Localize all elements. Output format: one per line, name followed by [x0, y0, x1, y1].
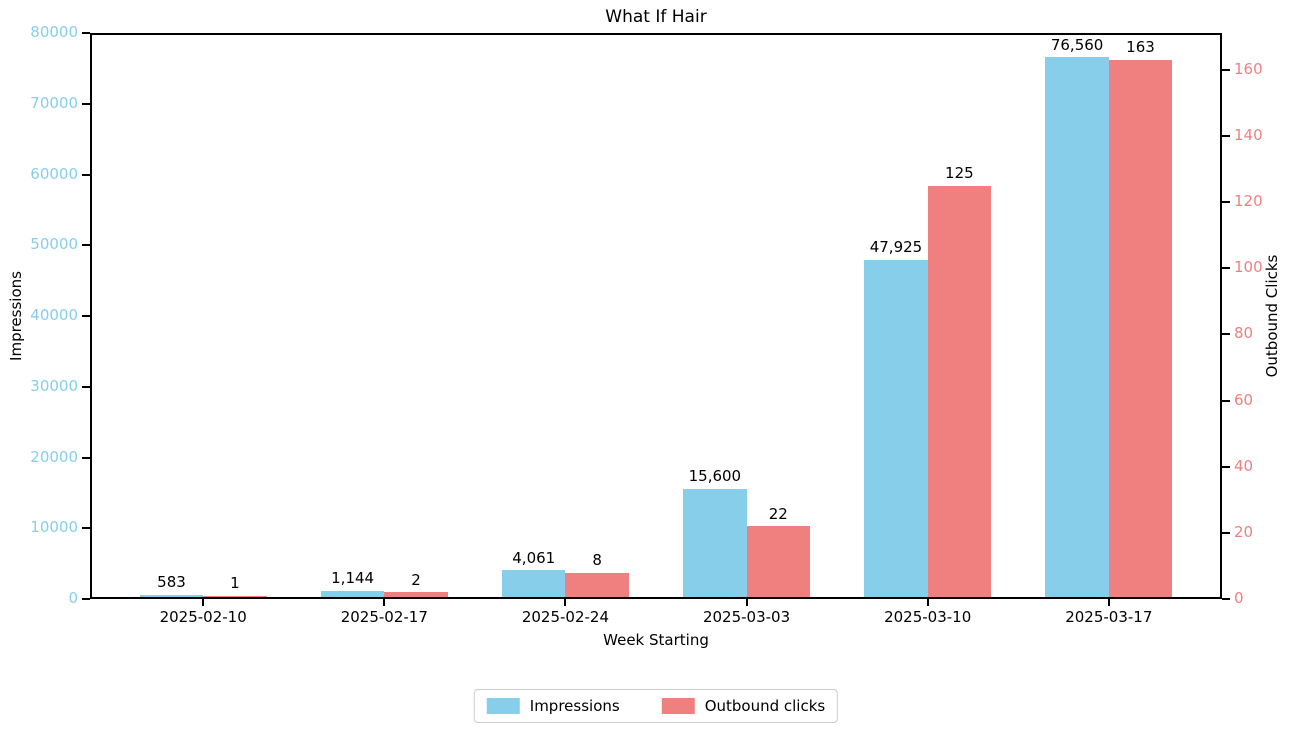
x-tick-label: 2025-03-03	[702, 608, 791, 626]
legend: Impressions Outbound clicks	[473, 689, 839, 723]
y-tick-label-left: 20000	[30, 447, 78, 466]
right-axis-title: Outbound Clicks	[1263, 254, 1281, 378]
y-tick-label-left: 60000	[30, 164, 78, 183]
y-tick-mark-left	[82, 527, 90, 530]
bar-value-label: 1,144	[331, 569, 375, 588]
x-tick-mark	[383, 599, 386, 606]
y-tick-label-left: 30000	[30, 376, 78, 395]
y-tick-mark-left	[82, 598, 90, 600]
y-tick-mark-left	[82, 385, 90, 388]
y-tick-mark-left	[82, 173, 90, 176]
bar-impressions	[502, 570, 566, 599]
y-tick-label-left: 0	[68, 589, 78, 607]
y-tick-mark-left	[82, 315, 90, 317]
y-tick-label-left: 40000	[30, 306, 78, 324]
legend-label: Outbound clicks	[704, 697, 826, 715]
bar-impressions	[1045, 57, 1109, 599]
bar-value-label: 76,560	[1050, 35, 1104, 54]
y-tick-label-right: 160	[1234, 59, 1263, 78]
y-tick-mark-right	[1222, 333, 1230, 336]
x-axis-title: Week Starting	[603, 631, 709, 649]
legend-swatch-outbound-clicks	[661, 698, 695, 714]
y-tick-label-right: 0	[1234, 589, 1244, 607]
chart-title: What If Hair	[605, 7, 707, 27]
y-tick-mark-left	[82, 456, 90, 459]
y-tick-label-right: 40	[1234, 456, 1254, 475]
x-tick-mark	[202, 599, 205, 606]
x-tick-mark	[1107, 599, 1110, 606]
x-tick-label: 2025-03-17	[1065, 608, 1153, 626]
x-tick-mark	[745, 599, 748, 606]
bar-outbound-clicks	[927, 185, 992, 599]
x-tick-label: 2025-03-10	[884, 608, 972, 626]
y-tick-mark-left	[82, 32, 90, 34]
bar-value-label: 125	[945, 164, 974, 183]
bar-impressions	[864, 259, 928, 599]
bar-outbound-clicks	[565, 572, 629, 599]
x-tick-label: 2025-02-17	[340, 608, 428, 626]
bar-value-label: 163	[1126, 38, 1155, 57]
y-tick-mark-right	[1222, 399, 1230, 402]
y-tick-mark-left	[82, 244, 90, 247]
y-tick-label-right: 80	[1234, 324, 1254, 343]
bar-value-label: 1	[230, 574, 240, 593]
y-tick-label-left: 80000	[30, 23, 78, 41]
y-tick-mark-right	[1222, 598, 1230, 600]
y-tick-label-right: 120	[1234, 192, 1263, 211]
bar-value-label: 4,061	[512, 548, 556, 567]
legend-item-outbound-clicks: Outbound clicks	[661, 697, 826, 715]
bar-outbound-clicks	[746, 526, 810, 599]
legend-label: Impressions	[529, 697, 620, 715]
y-tick-label-left: 70000	[30, 93, 78, 112]
bar-impressions	[683, 488, 747, 599]
y-tick-label-left: 10000	[30, 518, 78, 537]
y-tick-mark-right	[1222, 201, 1230, 204]
x-tick-label: 2025-02-10	[159, 608, 247, 626]
left-axis-title: Impressions	[7, 271, 25, 361]
legend-item-impressions: Impressions	[486, 697, 620, 715]
bar-value-label: 22	[768, 504, 788, 523]
plot-area: 583 1 1,144 2 4,061 8 15,600 22 47,925 125 76,560 1…	[30, 25, 1262, 626]
y-tick-label-right: 20	[1234, 522, 1254, 541]
legend-swatch-impressions	[486, 698, 520, 714]
y-tick-label-right: 60	[1234, 390, 1254, 409]
bar-outbound-clicks	[1108, 59, 1173, 599]
bar-value-label: 2	[411, 570, 421, 589]
bar-impressions	[139, 594, 204, 599]
bar-value-label: 8	[592, 551, 602, 570]
bar-value-label: 47,925	[869, 238, 923, 257]
y-tick-mark-right	[1222, 68, 1230, 71]
bar-outbound-clicks	[384, 592, 448, 599]
bar-value-label: 583	[157, 573, 186, 592]
bar-value-label: 15,600	[688, 467, 742, 486]
y-tick-mark-right	[1222, 135, 1230, 137]
bar-impressions	[320, 590, 385, 599]
y-tick-mark-right	[1222, 465, 1230, 468]
y-tick-label-right: 100	[1234, 258, 1263, 277]
y-tick-label-right: 140	[1234, 126, 1263, 144]
x-tick-label: 2025-02-24	[521, 608, 610, 626]
y-tick-label-left: 50000	[30, 235, 78, 254]
x-tick-mark	[926, 599, 929, 606]
bar-outbound-clicks	[203, 595, 267, 599]
y-tick-mark-right	[1222, 267, 1230, 270]
y-tick-mark-left	[82, 102, 90, 105]
x-tick-mark	[564, 599, 567, 606]
y-tick-mark-right	[1222, 531, 1230, 534]
